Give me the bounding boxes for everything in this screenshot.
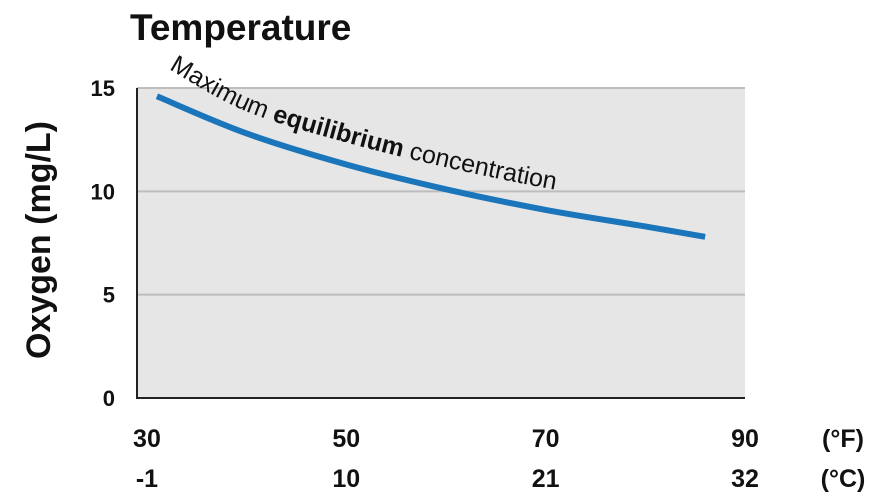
y-tick-label: 5: [103, 283, 115, 308]
plot-area: [137, 88, 745, 398]
x-tick-label-celsius: 10: [332, 465, 360, 493]
x-tick-label: 70: [532, 425, 560, 453]
x-unit-celsius: (°C): [821, 465, 866, 493]
x-tick-label: 50: [332, 425, 360, 453]
chart-title: Temperature: [130, 7, 351, 48]
y-tick-label: 0: [103, 386, 115, 411]
x-unit: (°F): [822, 425, 864, 453]
x-tick-label-celsius: -1: [136, 465, 158, 493]
y-axis-label: Oxygen (mg/L): [20, 121, 58, 359]
y-tick-label: 10: [91, 179, 115, 204]
x-tick-label: 90: [731, 425, 759, 453]
data-line: [155, 93, 706, 240]
x-tick-label-celsius: 21: [532, 465, 560, 493]
y-tick-label: 15: [91, 76, 115, 101]
x-tick-label: 30: [133, 425, 161, 453]
x-tick-label-celsius: 32: [731, 465, 759, 493]
